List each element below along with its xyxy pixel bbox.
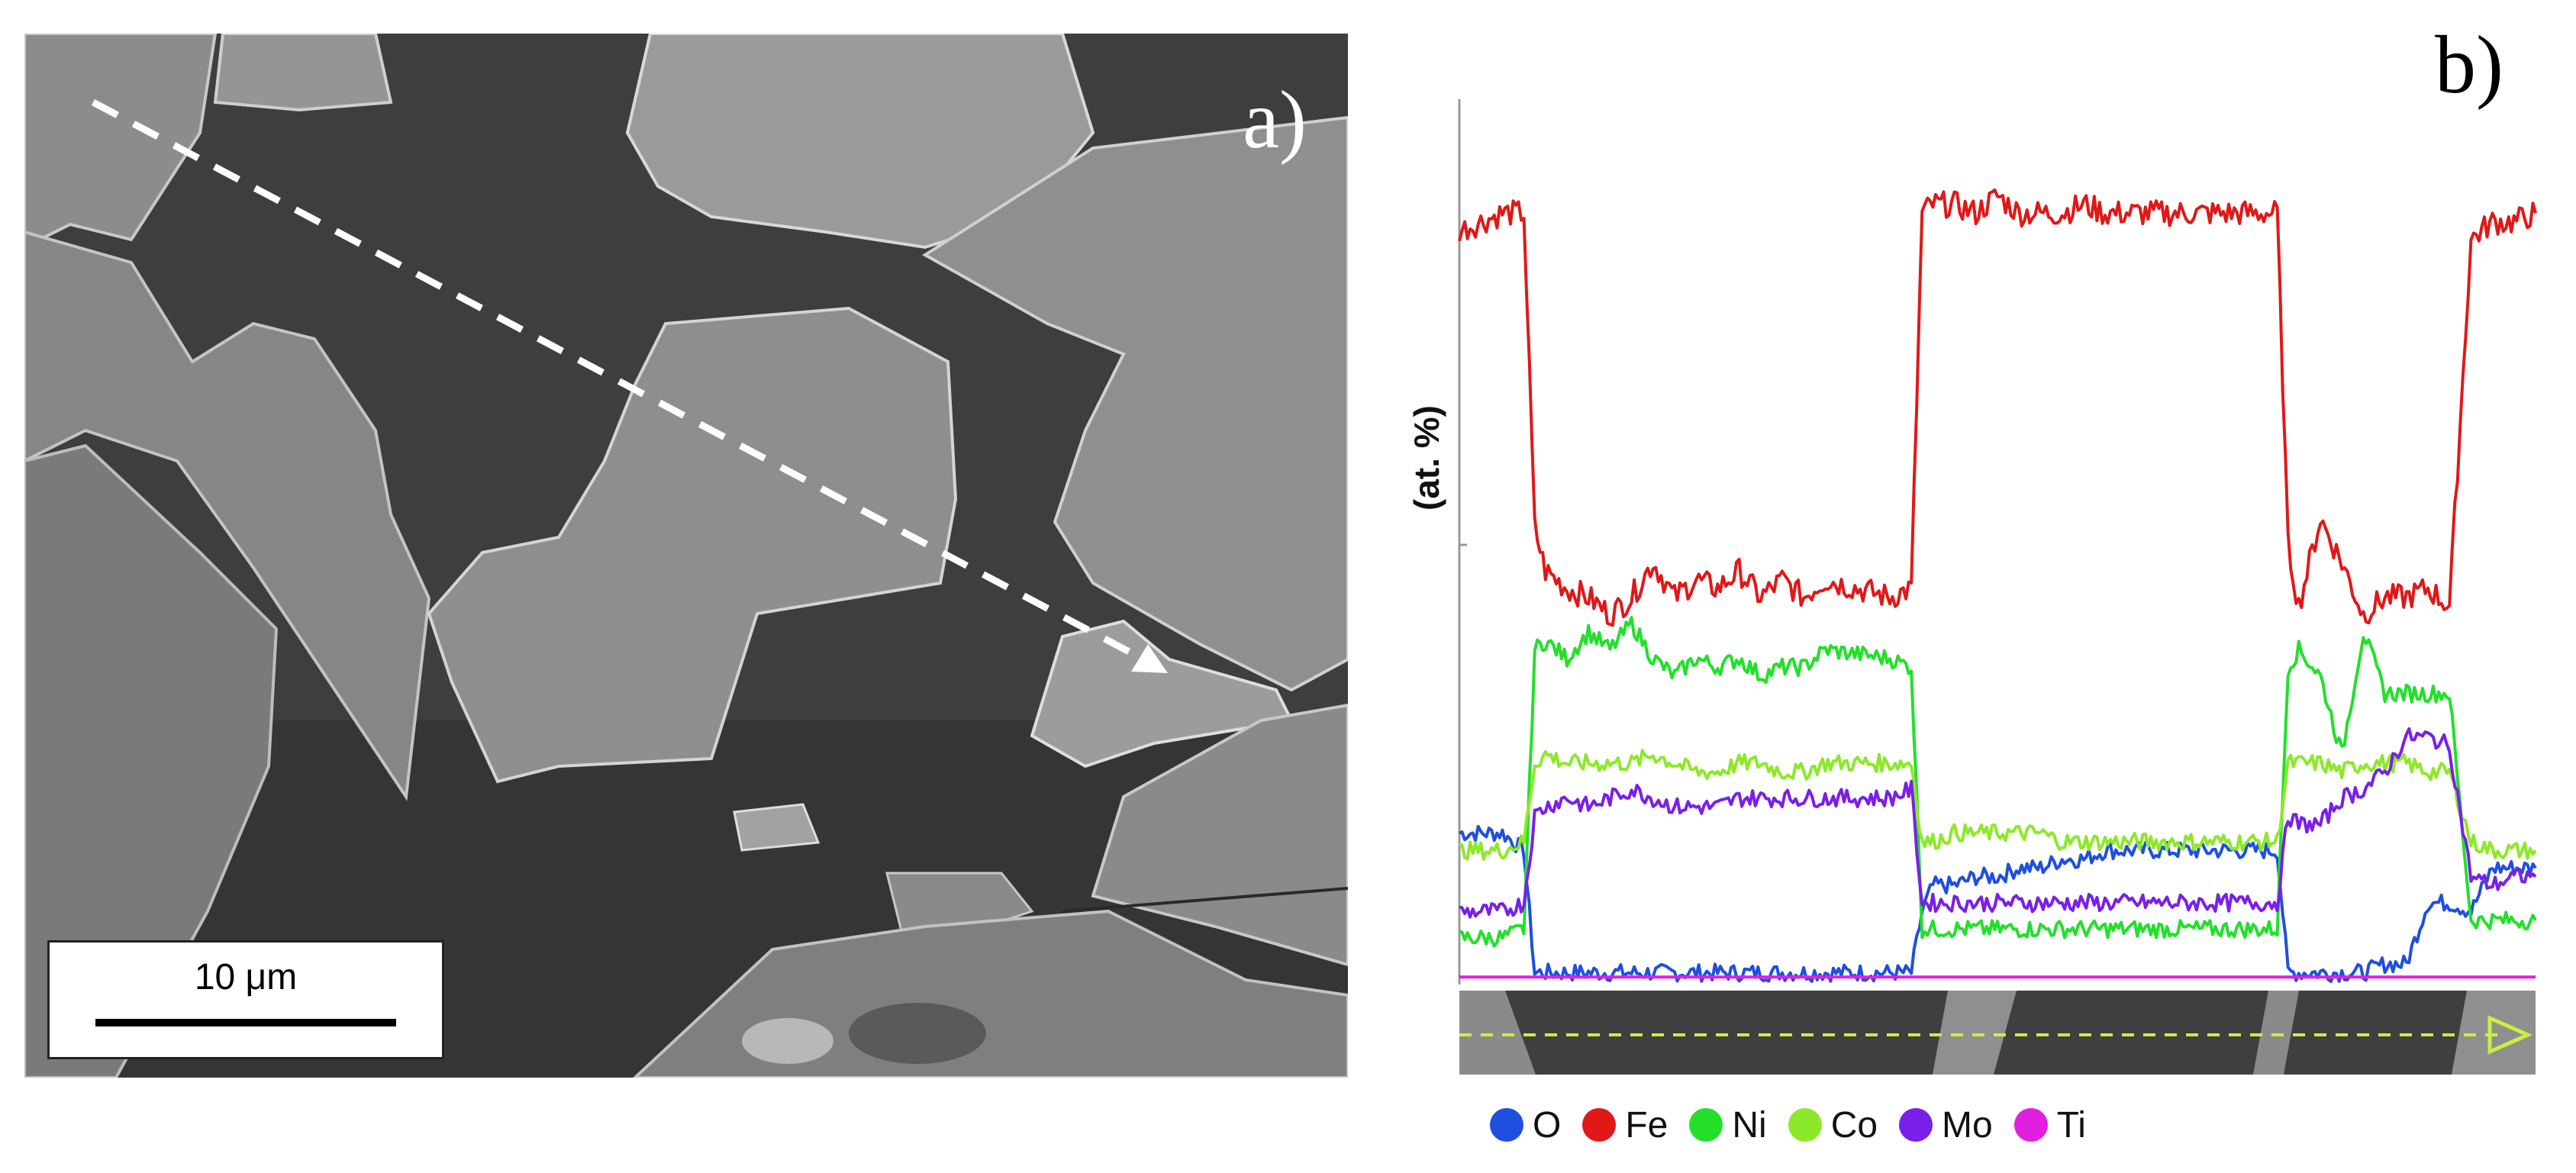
panel-b-label: b) — [2435, 20, 2503, 111]
legend-item-ni: Ni — [1689, 1104, 1767, 1146]
legend-swatch-co — [1788, 1108, 1822, 1142]
scan-path-strip — [1459, 991, 2536, 1075]
eds-line-scan-plot — [1458, 99, 2537, 984]
legend-label-mo: Mo — [1942, 1104, 1993, 1146]
series-line-mo — [1459, 727, 2537, 919]
series-line-o — [1459, 824, 2537, 983]
scale-bar-label: 10 μm — [194, 957, 298, 997]
series-line-fe — [1458, 188, 2537, 627]
legend-label-co: Co — [1830, 1104, 1878, 1146]
legend-label-fe: Fe — [1625, 1104, 1668, 1146]
legend-swatch-o — [1490, 1108, 1523, 1142]
legend-item-mo: Mo — [1899, 1104, 1993, 1146]
legend-swatch-ti — [2013, 1108, 2048, 1142]
legend-item-co: Co — [1788, 1104, 1878, 1146]
panel-a-label: a) — [1243, 75, 1307, 166]
series-line-ni — [1459, 616, 2537, 948]
legend-item-ti: Ti — [2013, 1104, 2086, 1146]
scale-bar-box: 10 μm — [47, 940, 444, 1059]
legend-label-ni: Ni — [1732, 1104, 1767, 1146]
legend: O Fe Ni Co Mo Ti — [1490, 1102, 2107, 1148]
legend-item-fe: Fe — [1582, 1104, 1668, 1146]
sem-image — [24, 34, 1348, 1078]
legend-swatch-ni — [1689, 1108, 1723, 1142]
scan-path-image — [1459, 991, 2536, 1075]
scale-bar — [95, 1019, 396, 1026]
legend-label-o: O — [1533, 1104, 1562, 1146]
legend-swatch-fe — [1582, 1108, 1617, 1142]
series-layer — [1458, 188, 2537, 983]
legend-swatch-mo — [1899, 1108, 1933, 1142]
plot-axes — [1458, 99, 1467, 984]
legend-item-o: O — [1490, 1104, 1561, 1146]
legend-label-ti: Ti — [2056, 1104, 2086, 1146]
series-line-co — [1459, 749, 2537, 861]
sem-micrograph: a) 10 μm — [24, 34, 1348, 1078]
y-axis-label: (at. %) — [1407, 405, 1446, 511]
